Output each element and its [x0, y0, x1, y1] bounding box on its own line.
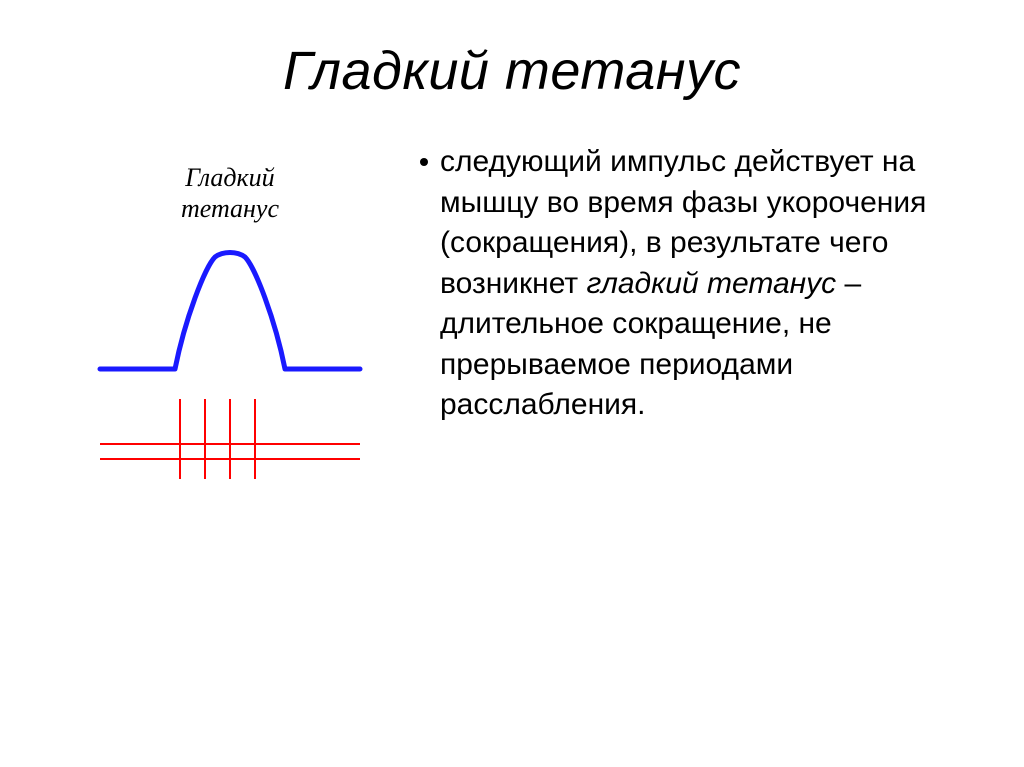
tetanus-chart [80, 239, 380, 509]
slide-title: Гладкий тетанус [50, 40, 974, 102]
figure-label-line1: Гладкий [185, 163, 274, 192]
content-row: Гладкий тетанус следующий импульс действ… [50, 142, 974, 509]
bullet-text: следующий импульс действует на мышцу во … [440, 142, 964, 426]
figure-column: Гладкий тетанус [60, 142, 400, 509]
slide: Гладкий тетанус Гладкий тетанус следующи… [0, 0, 1024, 767]
bullet-text-em: гладкий тетанус [586, 267, 836, 300]
bullet-dot-icon [420, 158, 428, 166]
figure-label: Гладкий тетанус [181, 162, 279, 224]
text-column: следующий импульс действует на мышцу во … [420, 142, 964, 426]
bullet-item: следующий импульс действует на мышцу во … [420, 142, 964, 426]
chart-svg [80, 239, 380, 509]
figure-label-line2: тетанус [181, 194, 279, 223]
